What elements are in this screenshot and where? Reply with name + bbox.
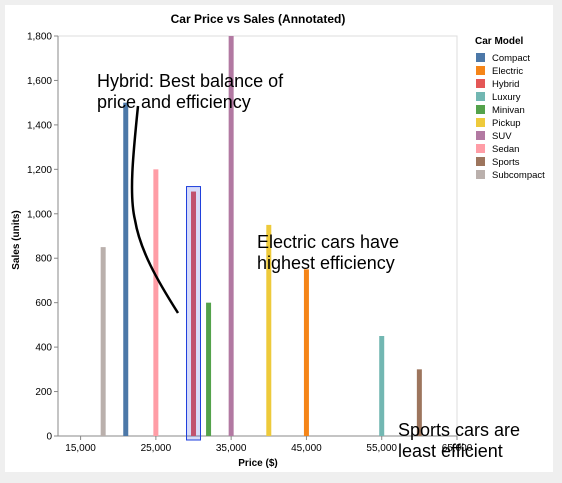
legend-swatch-suv (476, 131, 485, 140)
legend-swatch-compact (476, 53, 485, 62)
y-tick-label: 1,800 (27, 32, 52, 43)
plot-area: 0 200 400 600 800 1,000 1,200 1,400 1,600 1,800 15… (27, 32, 520, 462)
chart-svg: Car Price vs Sales (Annotated) 0 200 400 60… (11, 12, 545, 469)
y-tick-label: 0 (46, 432, 52, 443)
bar-subcompact (100, 247, 106, 436)
legend-swatch-sports (476, 157, 485, 166)
annotation-text: Hybrid: Best balance of (97, 71, 284, 91)
chart-title: Car Price vs Sales (Annotated) (171, 12, 346, 26)
bar-hybrid (191, 191, 197, 436)
chart-frame: Car Price vs Sales (Annotated) 0 200 400 60… (5, 5, 553, 472)
legend-label-electric: Electric (492, 66, 523, 77)
y-axis-title: Sales (units) (11, 210, 22, 269)
annotation-arrow (130, 105, 180, 314)
bar-minivan (206, 302, 212, 436)
legend-label-suv: SUV (492, 131, 512, 142)
x-tick-label: 65,000 (442, 443, 473, 454)
y-tick-label: 1,600 (27, 76, 52, 87)
bar-sedan (153, 169, 159, 437)
legend-label-luxury: Luxury (492, 92, 521, 103)
legend-swatch-electric (476, 66, 485, 75)
legend-title: Car Model (475, 36, 524, 47)
legend-label-sports: Sports (492, 157, 520, 168)
x-tick-label: 55,000 (366, 443, 397, 454)
y-tick-label: 600 (35, 298, 52, 309)
annotation-text: price and efficiency (97, 92, 251, 112)
x-axis-title: Price ($) (238, 458, 277, 469)
y-tick-label: 400 (35, 343, 52, 354)
legend-label-hybrid: Hybrid (492, 79, 519, 90)
legend-swatch-subcompact (476, 170, 485, 179)
legend-swatch-luxury (476, 92, 485, 101)
x-tick-label: 15,000 (65, 443, 96, 454)
annotation-text: least efficient (398, 441, 503, 461)
legend-label-subcompact: Subcompact (492, 170, 545, 181)
annotation-text: Electric cars have (257, 232, 399, 252)
annotation-text: Sports cars are (398, 420, 520, 440)
y-tick-label: 1,400 (27, 120, 52, 131)
legend: Car Model Compact Electric Hybrid Luxury Min… (475, 36, 545, 181)
bar-compact (123, 102, 129, 437)
legend-swatch-pickup (476, 118, 485, 127)
bar-electric (303, 269, 309, 436)
legend-label-sedan: Sedan (492, 144, 519, 155)
y-tick-label: 1,000 (27, 209, 52, 220)
x-tick-label: 35,000 (216, 443, 247, 454)
legend-swatch-hybrid (476, 79, 485, 88)
legend-swatch-sedan (476, 144, 485, 153)
annotation-text: highest efficiency (257, 253, 395, 273)
y-tick-label: 200 (35, 387, 52, 398)
legend-swatch-minivan (476, 105, 485, 114)
x-tick-label: 25,000 (141, 443, 172, 454)
legend-label-compact: Compact (492, 53, 530, 64)
y-tick-label: 800 (35, 254, 52, 265)
x-tick-label: 45,000 (291, 443, 322, 454)
bar-sports (416, 369, 422, 436)
bar-luxury (379, 336, 385, 436)
highlight-box (186, 186, 202, 441)
bar-pickup (266, 224, 272, 436)
bar-suv (228, 36, 234, 436)
y-tick-label: 1,200 (27, 165, 52, 176)
legend-label-minivan: Minivan (492, 105, 525, 116)
legend-label-pickup: Pickup (492, 118, 521, 129)
